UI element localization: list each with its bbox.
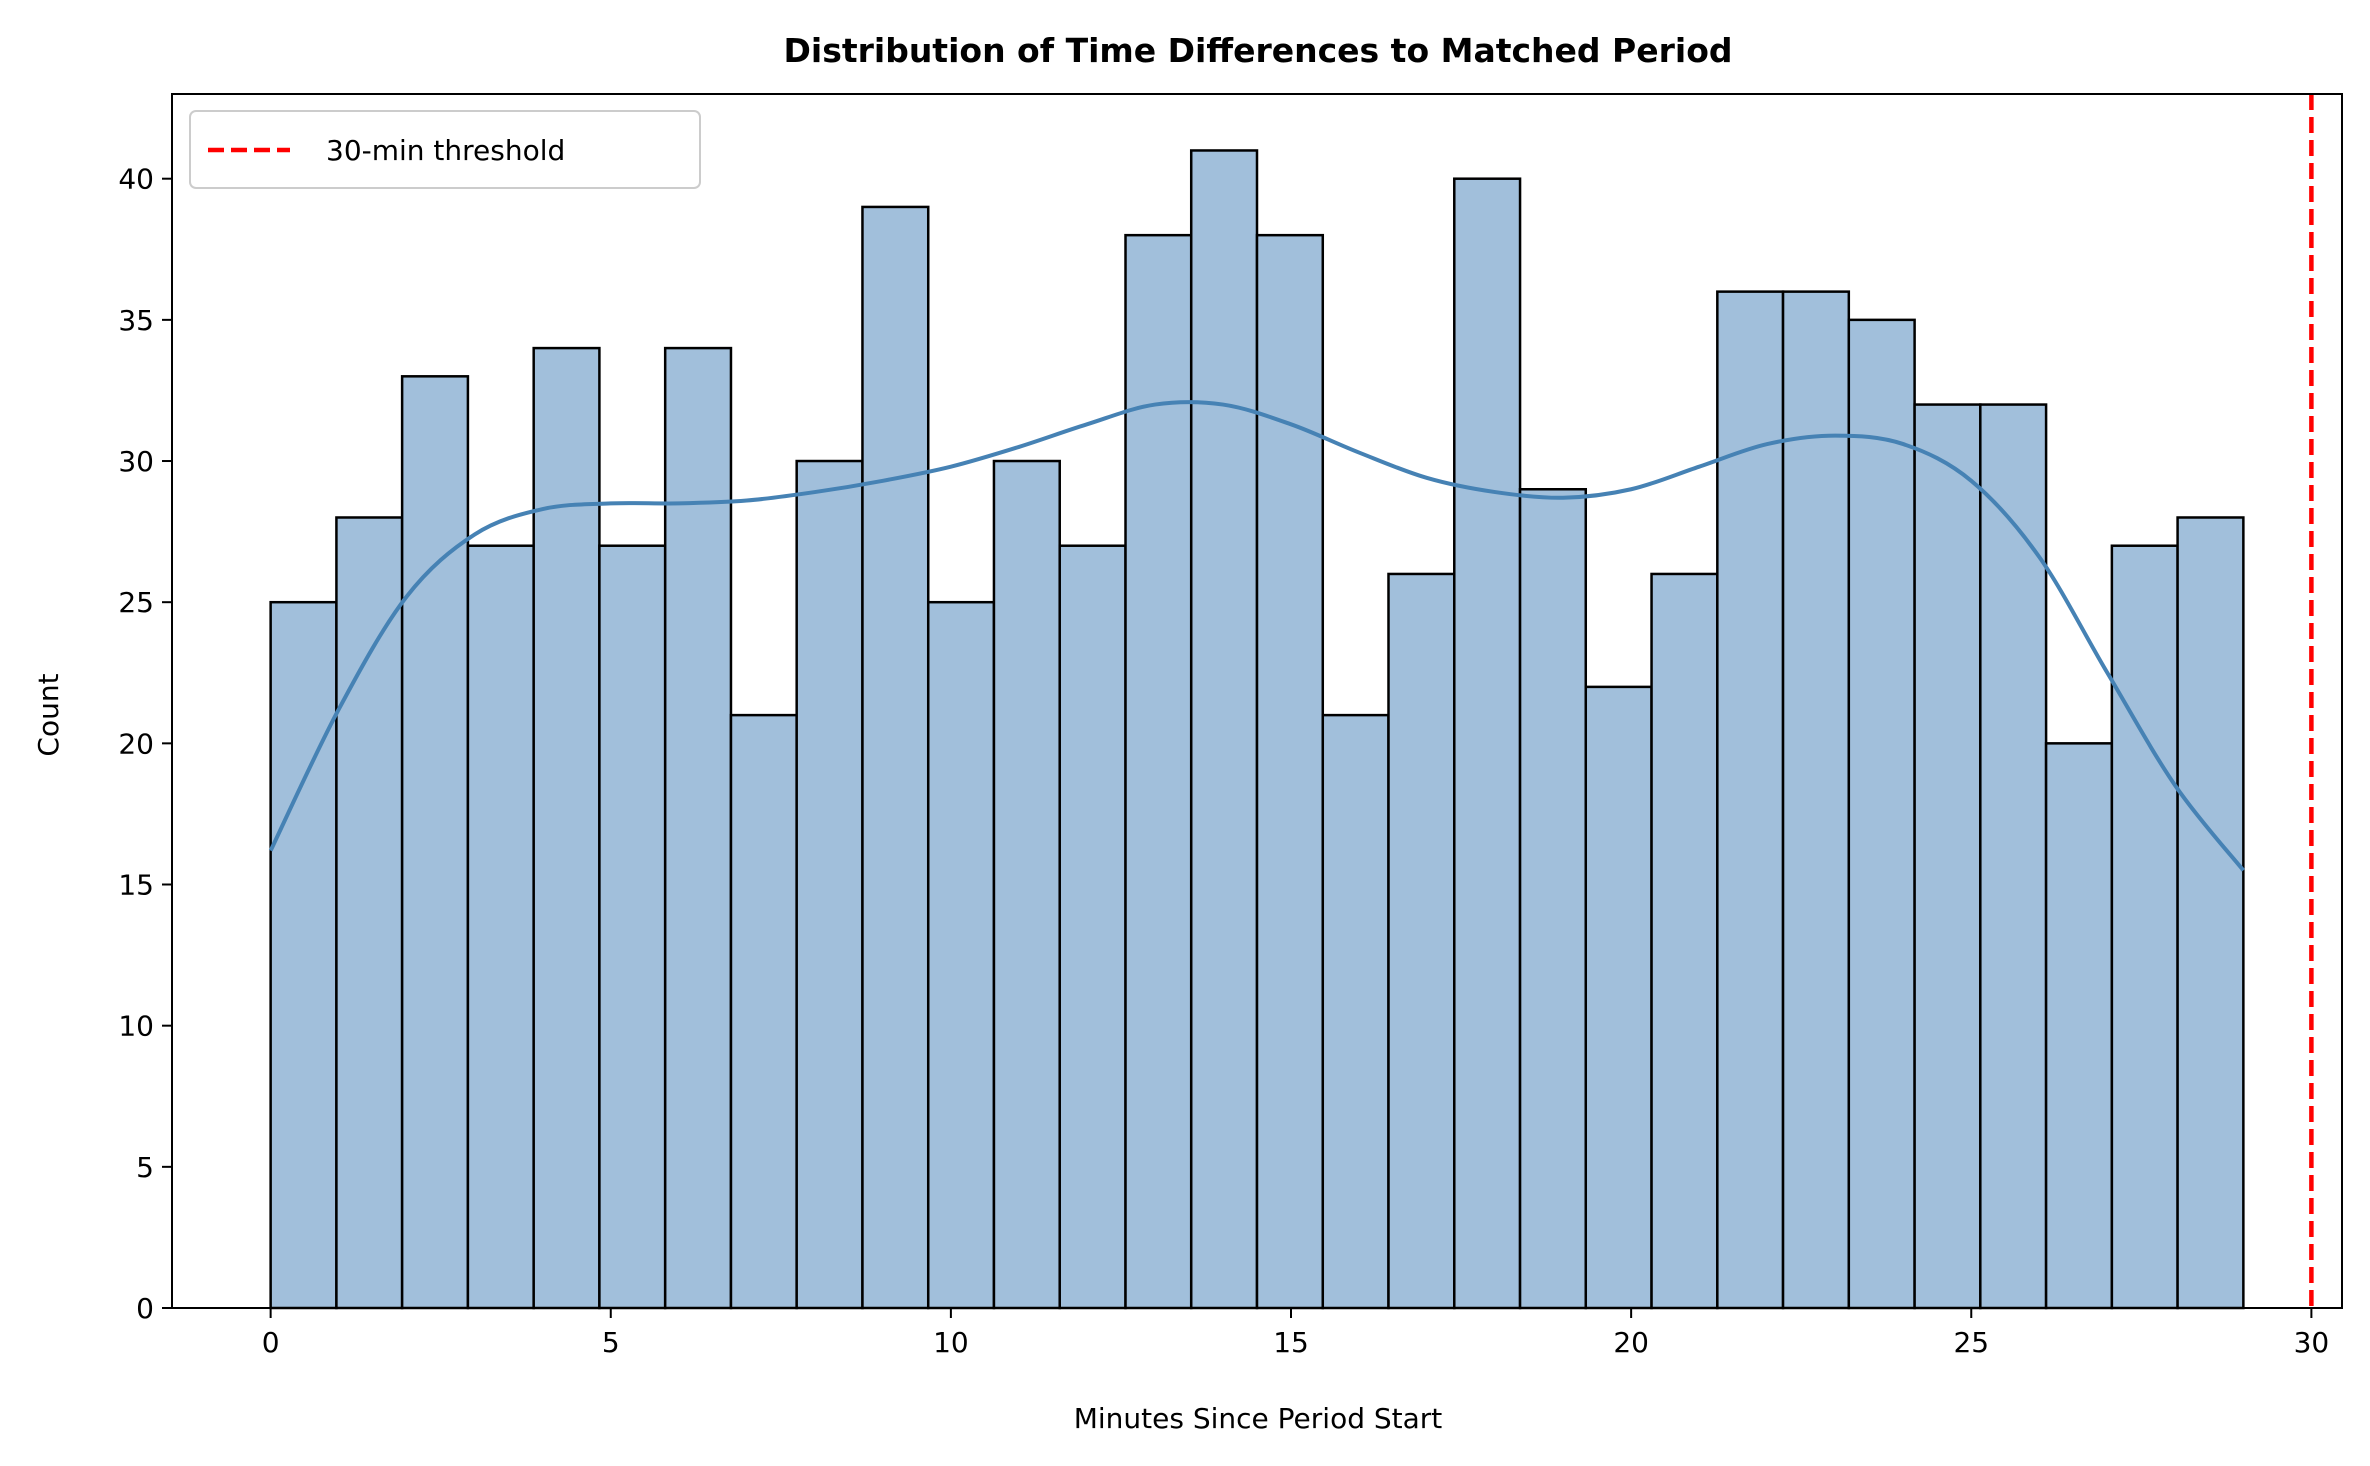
histogram-bar: [1716, 290, 1785, 1310]
histogram-bar: [1781, 290, 1851, 1310]
histogram-bar: [269, 600, 338, 1310]
histogram-bar: [1847, 318, 1916, 1310]
histogram-bar: [1518, 488, 1588, 1310]
histogram-bar: [663, 346, 733, 1310]
y-tick-label: 30: [118, 445, 154, 478]
histogram-bar: [1189, 149, 1259, 1310]
histogram-bar: [795, 459, 864, 1310]
x-tick-label: 0: [262, 1326, 280, 1359]
x-axis-label: Minutes Since Period Start: [1074, 1402, 1443, 1435]
histogram-bar: [400, 375, 470, 1310]
y-tick-label: 15: [118, 869, 154, 902]
y-axis-ticks: 0 5 10 15 20 25 30 35 40: [118, 163, 172, 1325]
histogram-bar: [1979, 403, 2048, 1310]
histogram-bar: [992, 459, 1061, 1310]
x-tick-label: 20: [1613, 1326, 1649, 1359]
histogram-bar: [861, 205, 930, 1310]
legend: 30-min threshold: [189, 110, 701, 189]
histogram-bar: [598, 544, 667, 1310]
histogram-bar: [1453, 177, 1522, 1310]
y-axis-label: Count: [32, 673, 65, 756]
histogram-bars: [269, 149, 2245, 1310]
y-tick-label: 0: [136, 1292, 154, 1325]
y-tick-label: 5: [136, 1151, 154, 1184]
x-tick-label: 10: [933, 1326, 969, 1359]
legend-box: [189, 110, 701, 189]
histogram-bar: [335, 516, 404, 1310]
histogram-bar: [1913, 403, 1982, 1310]
histogram-bar: [2044, 742, 2114, 1310]
x-tick-label: 30: [2294, 1326, 2330, 1359]
chart-title: Distribution of Time Differences to Matc…: [783, 31, 1732, 70]
histogram-bar: [729, 713, 798, 1310]
x-tick-label: 5: [602, 1326, 620, 1359]
histogram-bar: [1584, 685, 1653, 1310]
x-tick-label: 25: [1953, 1326, 1989, 1359]
histogram-bar: [2110, 544, 2179, 1310]
histogram-bar: [1650, 572, 1719, 1310]
y-tick-label: 40: [118, 163, 154, 196]
histogram-bar: [2176, 516, 2245, 1310]
y-tick-label: 10: [118, 1010, 154, 1043]
y-tick-label: 20: [118, 727, 154, 760]
histogram-bar: [926, 600, 996, 1310]
y-tick-label: 35: [118, 304, 154, 337]
kde-curve: [268, 400, 2245, 872]
x-tick-label: 15: [1273, 1326, 1309, 1359]
y-tick-label: 25: [118, 586, 154, 619]
x-axis-ticks: 0 5 10 15 20 25 30: [262, 1308, 2329, 1359]
histogram-bar: [1321, 713, 1390, 1310]
histogram-bar: [1387, 572, 1456, 1310]
histogram-bar: [1124, 233, 1193, 1310]
histogram-bar: [1255, 233, 1325, 1310]
histogram-bar: [1058, 544, 1127, 1310]
histogram-bar: [532, 346, 601, 1310]
histogram-bar: [466, 544, 535, 1310]
plot-frame: [171, 93, 2343, 1309]
legend-label-threshold: 30-min threshold: [326, 134, 565, 167]
